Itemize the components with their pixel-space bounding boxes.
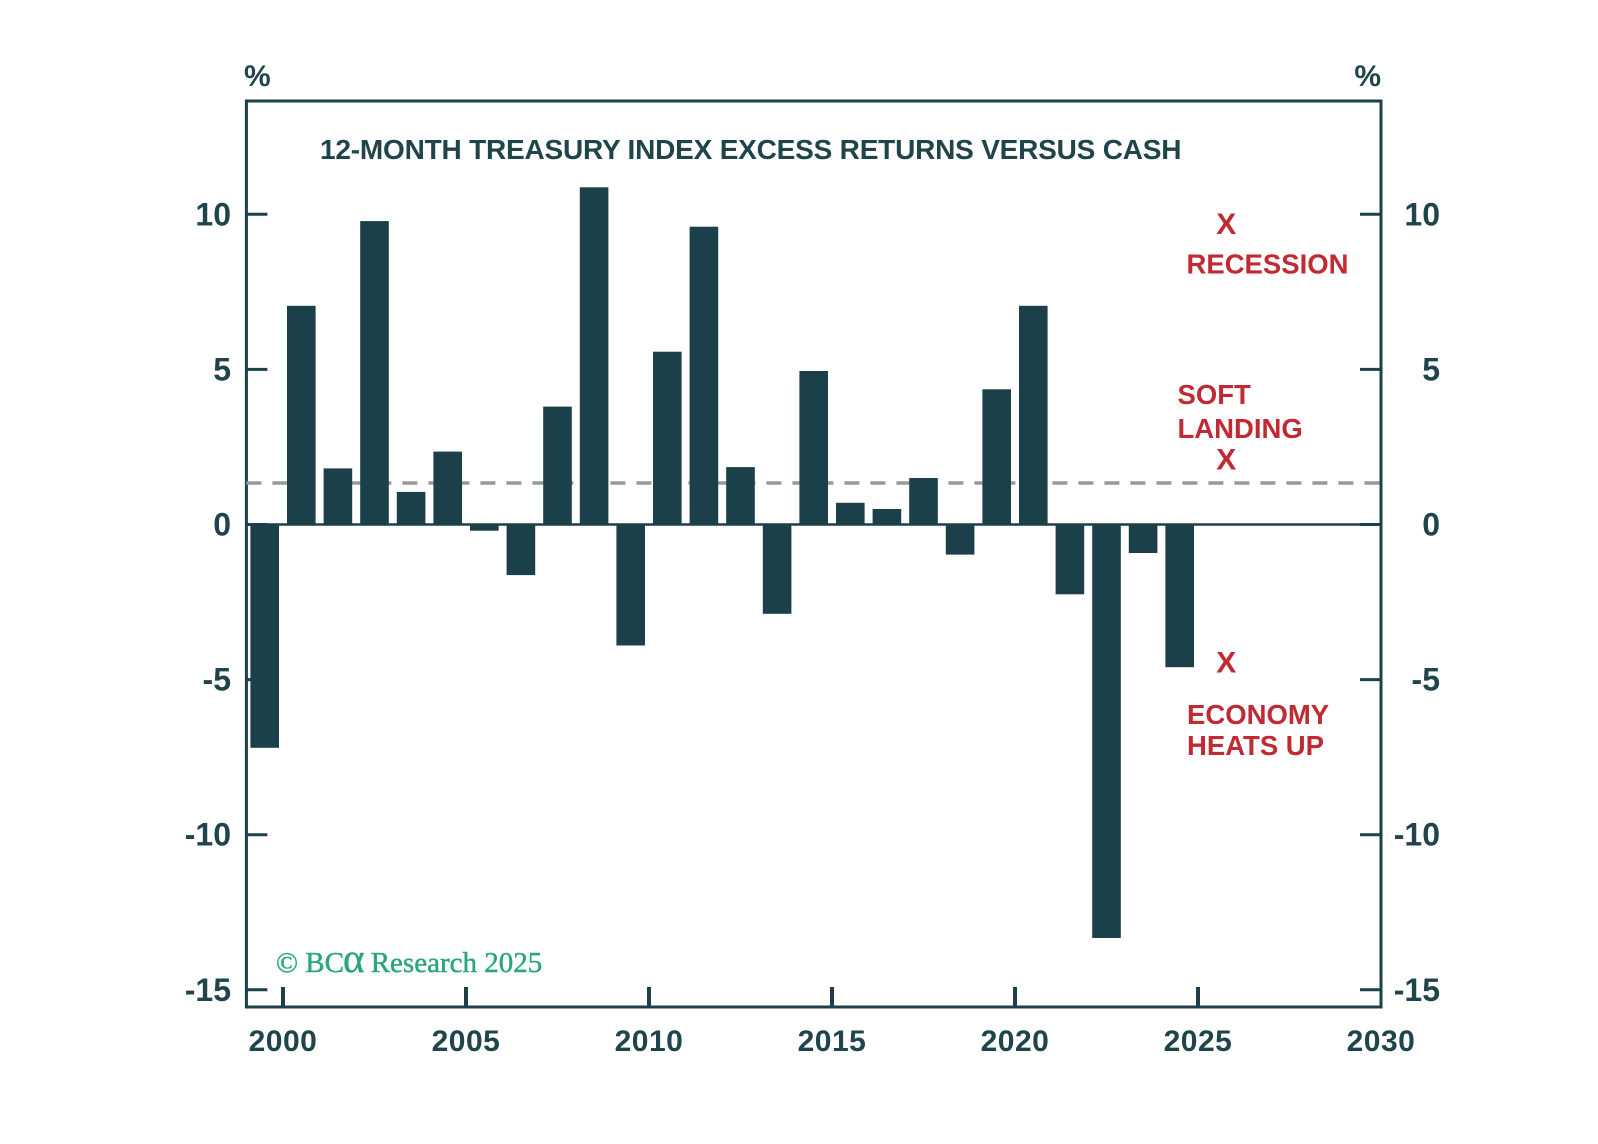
svg-text:2030: 2030	[1347, 1025, 1416, 1058]
svg-text:12-MONTH TREASURY INDEX EXCESS: 12-MONTH TREASURY INDEX EXCESS RETURNS V…	[320, 134, 1181, 165]
svg-text:-5: -5	[203, 662, 231, 698]
svg-text:ECONOMY: ECONOMY	[1187, 699, 1329, 730]
svg-text:-5: -5	[1412, 662, 1440, 698]
svg-text:%: %	[244, 60, 271, 93]
svg-text:LANDING: LANDING	[1178, 413, 1303, 444]
svg-text:0: 0	[1422, 507, 1440, 543]
svg-text:-15: -15	[185, 972, 231, 1008]
svg-text:RECESSION: RECESSION	[1187, 249, 1349, 280]
svg-text:X: X	[1216, 647, 1236, 680]
svg-text:2010: 2010	[615, 1025, 684, 1058]
svg-text:10: 10	[1404, 196, 1440, 232]
svg-text:HEATS UP: HEATS UP	[1187, 730, 1324, 761]
svg-text:2025: 2025	[1164, 1025, 1233, 1058]
svg-text:2005: 2005	[432, 1025, 501, 1058]
svg-text:5: 5	[1422, 351, 1440, 387]
svg-text:-15: -15	[1394, 972, 1440, 1008]
svg-text:%: %	[1354, 60, 1381, 93]
svg-text:X: X	[1216, 208, 1236, 241]
svg-text:SOFT: SOFT	[1178, 379, 1252, 410]
svg-text:-10: -10	[1394, 817, 1440, 853]
svg-text:2000: 2000	[249, 1025, 318, 1058]
svg-text:10: 10	[195, 196, 231, 232]
svg-text:2020: 2020	[981, 1025, 1050, 1058]
svg-text:-10: -10	[185, 817, 231, 853]
svg-text:5: 5	[213, 351, 231, 387]
svg-text:2015: 2015	[798, 1025, 867, 1058]
svg-text:X: X	[1216, 444, 1236, 477]
svg-text:0: 0	[213, 507, 231, 543]
